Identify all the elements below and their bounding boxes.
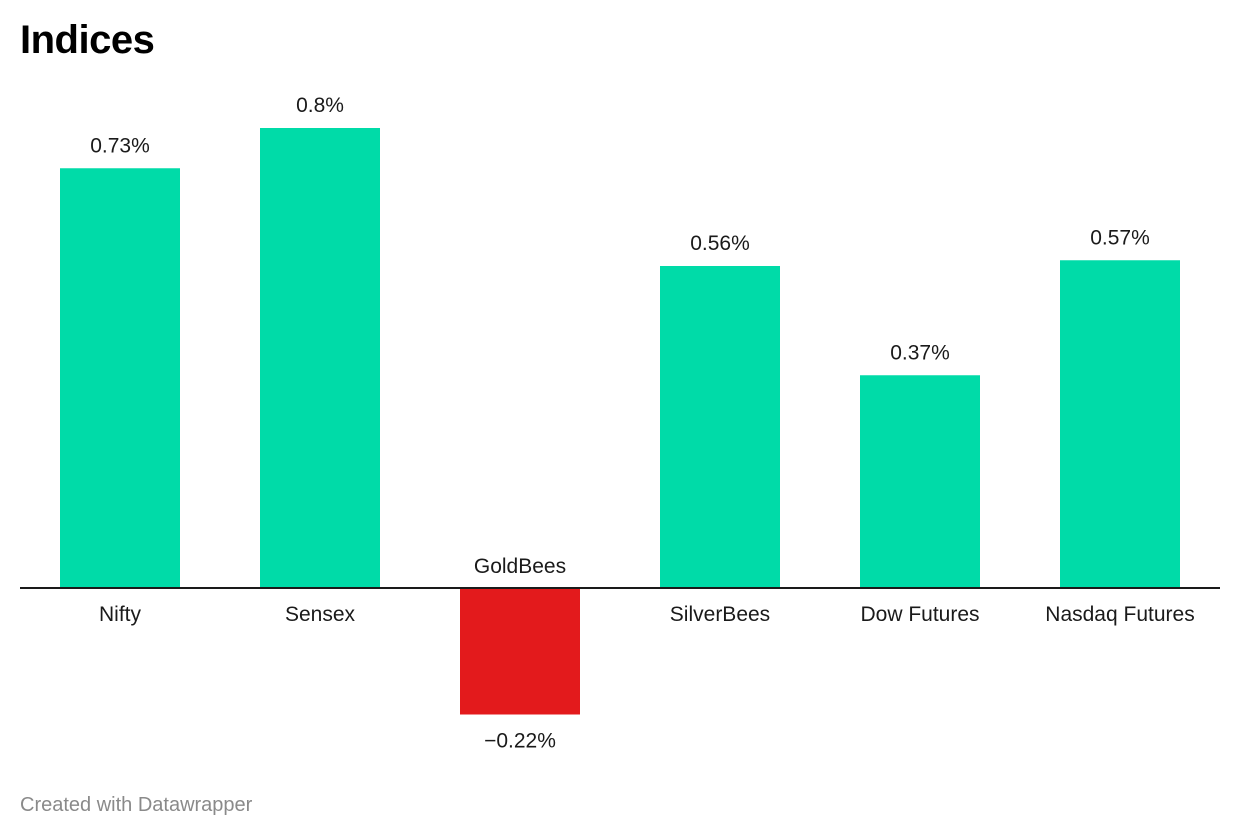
category-label: GoldBees — [474, 555, 566, 578]
category-label: Sensex — [285, 603, 356, 626]
bar — [460, 588, 580, 715]
bar-value-label: −0.22% — [484, 730, 556, 753]
bar — [860, 375, 980, 588]
category-label: SilverBees — [670, 603, 770, 626]
category-label: Nifty — [99, 603, 142, 626]
footer-credit: Created with Datawrapper — [20, 794, 253, 816]
bar — [60, 168, 180, 588]
bar — [660, 266, 780, 588]
category-label: Nasdaq Futures — [1045, 603, 1194, 626]
bar — [260, 128, 380, 588]
bar-value-label: 0.56% — [690, 232, 750, 255]
bar — [1060, 260, 1180, 588]
bar-value-label: 0.8% — [296, 94, 344, 117]
chart-title: Indices — [20, 18, 155, 62]
bar-value-label: 0.57% — [1090, 226, 1150, 249]
bar-value-label: 0.37% — [890, 341, 950, 364]
bar-value-label: 0.73% — [90, 134, 150, 157]
category-label: Dow Futures — [860, 603, 979, 626]
